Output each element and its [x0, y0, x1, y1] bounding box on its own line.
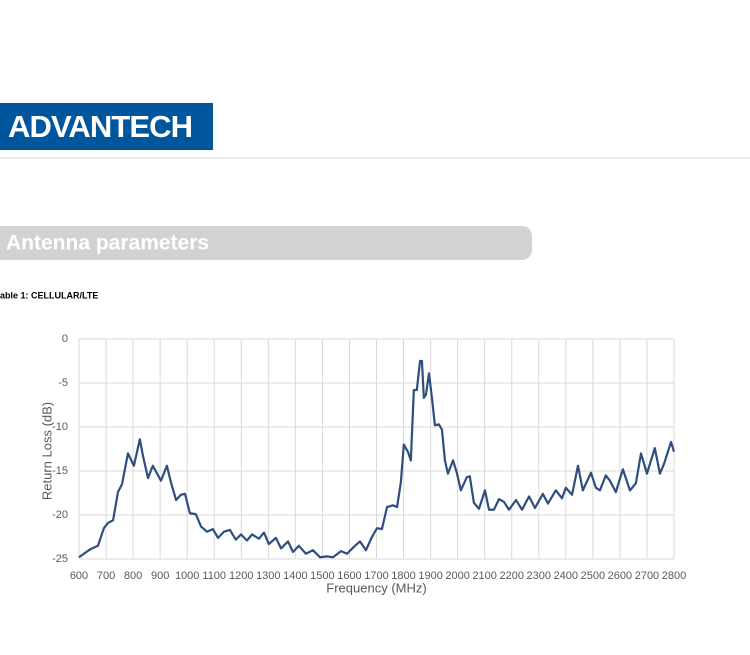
x-tick-label: 1900 — [418, 570, 442, 582]
x-tick-label: 1100 — [202, 570, 226, 582]
data-line — [78, 359, 676, 559]
table-caption: able 1: CELLULAR/LTE — [0, 290, 98, 300]
x-tick-label: 2000 — [445, 570, 469, 582]
x-axis-title: Frequency (MHz) — [326, 580, 426, 595]
x-tick-label: 2200 — [499, 570, 523, 582]
y-tick-label: -10 — [52, 421, 68, 433]
x-tick-label: 2300 — [527, 570, 551, 582]
y-tick-label: 0 — [62, 333, 68, 345]
y-axis-title: Return Loss (dB) — [39, 402, 54, 500]
x-tick-label: 800 — [124, 570, 142, 582]
x-tick-label: 1400 — [283, 570, 307, 582]
x-tick-label: 1700 — [364, 570, 388, 582]
y-tick-label: -25 — [52, 553, 68, 565]
x-tick-label: 2800 — [662, 570, 686, 582]
x-tick-label: 1600 — [337, 570, 361, 582]
y-tick-label: -20 — [52, 509, 68, 521]
x-tick-label: 2500 — [581, 570, 605, 582]
x-tick-label: 900 — [151, 570, 169, 582]
y-tick-label: -5 — [58, 377, 68, 389]
x-tick-label: 2100 — [472, 570, 496, 582]
x-tick-label: 1500 — [310, 570, 334, 582]
x-tick-label: 2700 — [635, 570, 659, 582]
x-tick-label: 600 — [70, 570, 88, 582]
section-title: Antenna parameters — [6, 232, 209, 255]
x-tick-label: 2400 — [554, 570, 578, 582]
x-tick-label: 700 — [97, 570, 115, 582]
y-tick-label: -15 — [52, 465, 68, 477]
x-tick-label: 1300 — [256, 570, 280, 582]
x-tick-label: 1800 — [391, 570, 415, 582]
x-tick-label: 1000 — [175, 570, 199, 582]
x-tick-label: 2600 — [608, 570, 632, 582]
logo-box — [0, 103, 213, 150]
x-tick-label: 1200 — [229, 570, 253, 582]
section-bar — [0, 226, 532, 260]
logo: ADVANTECH — [8, 109, 193, 144]
